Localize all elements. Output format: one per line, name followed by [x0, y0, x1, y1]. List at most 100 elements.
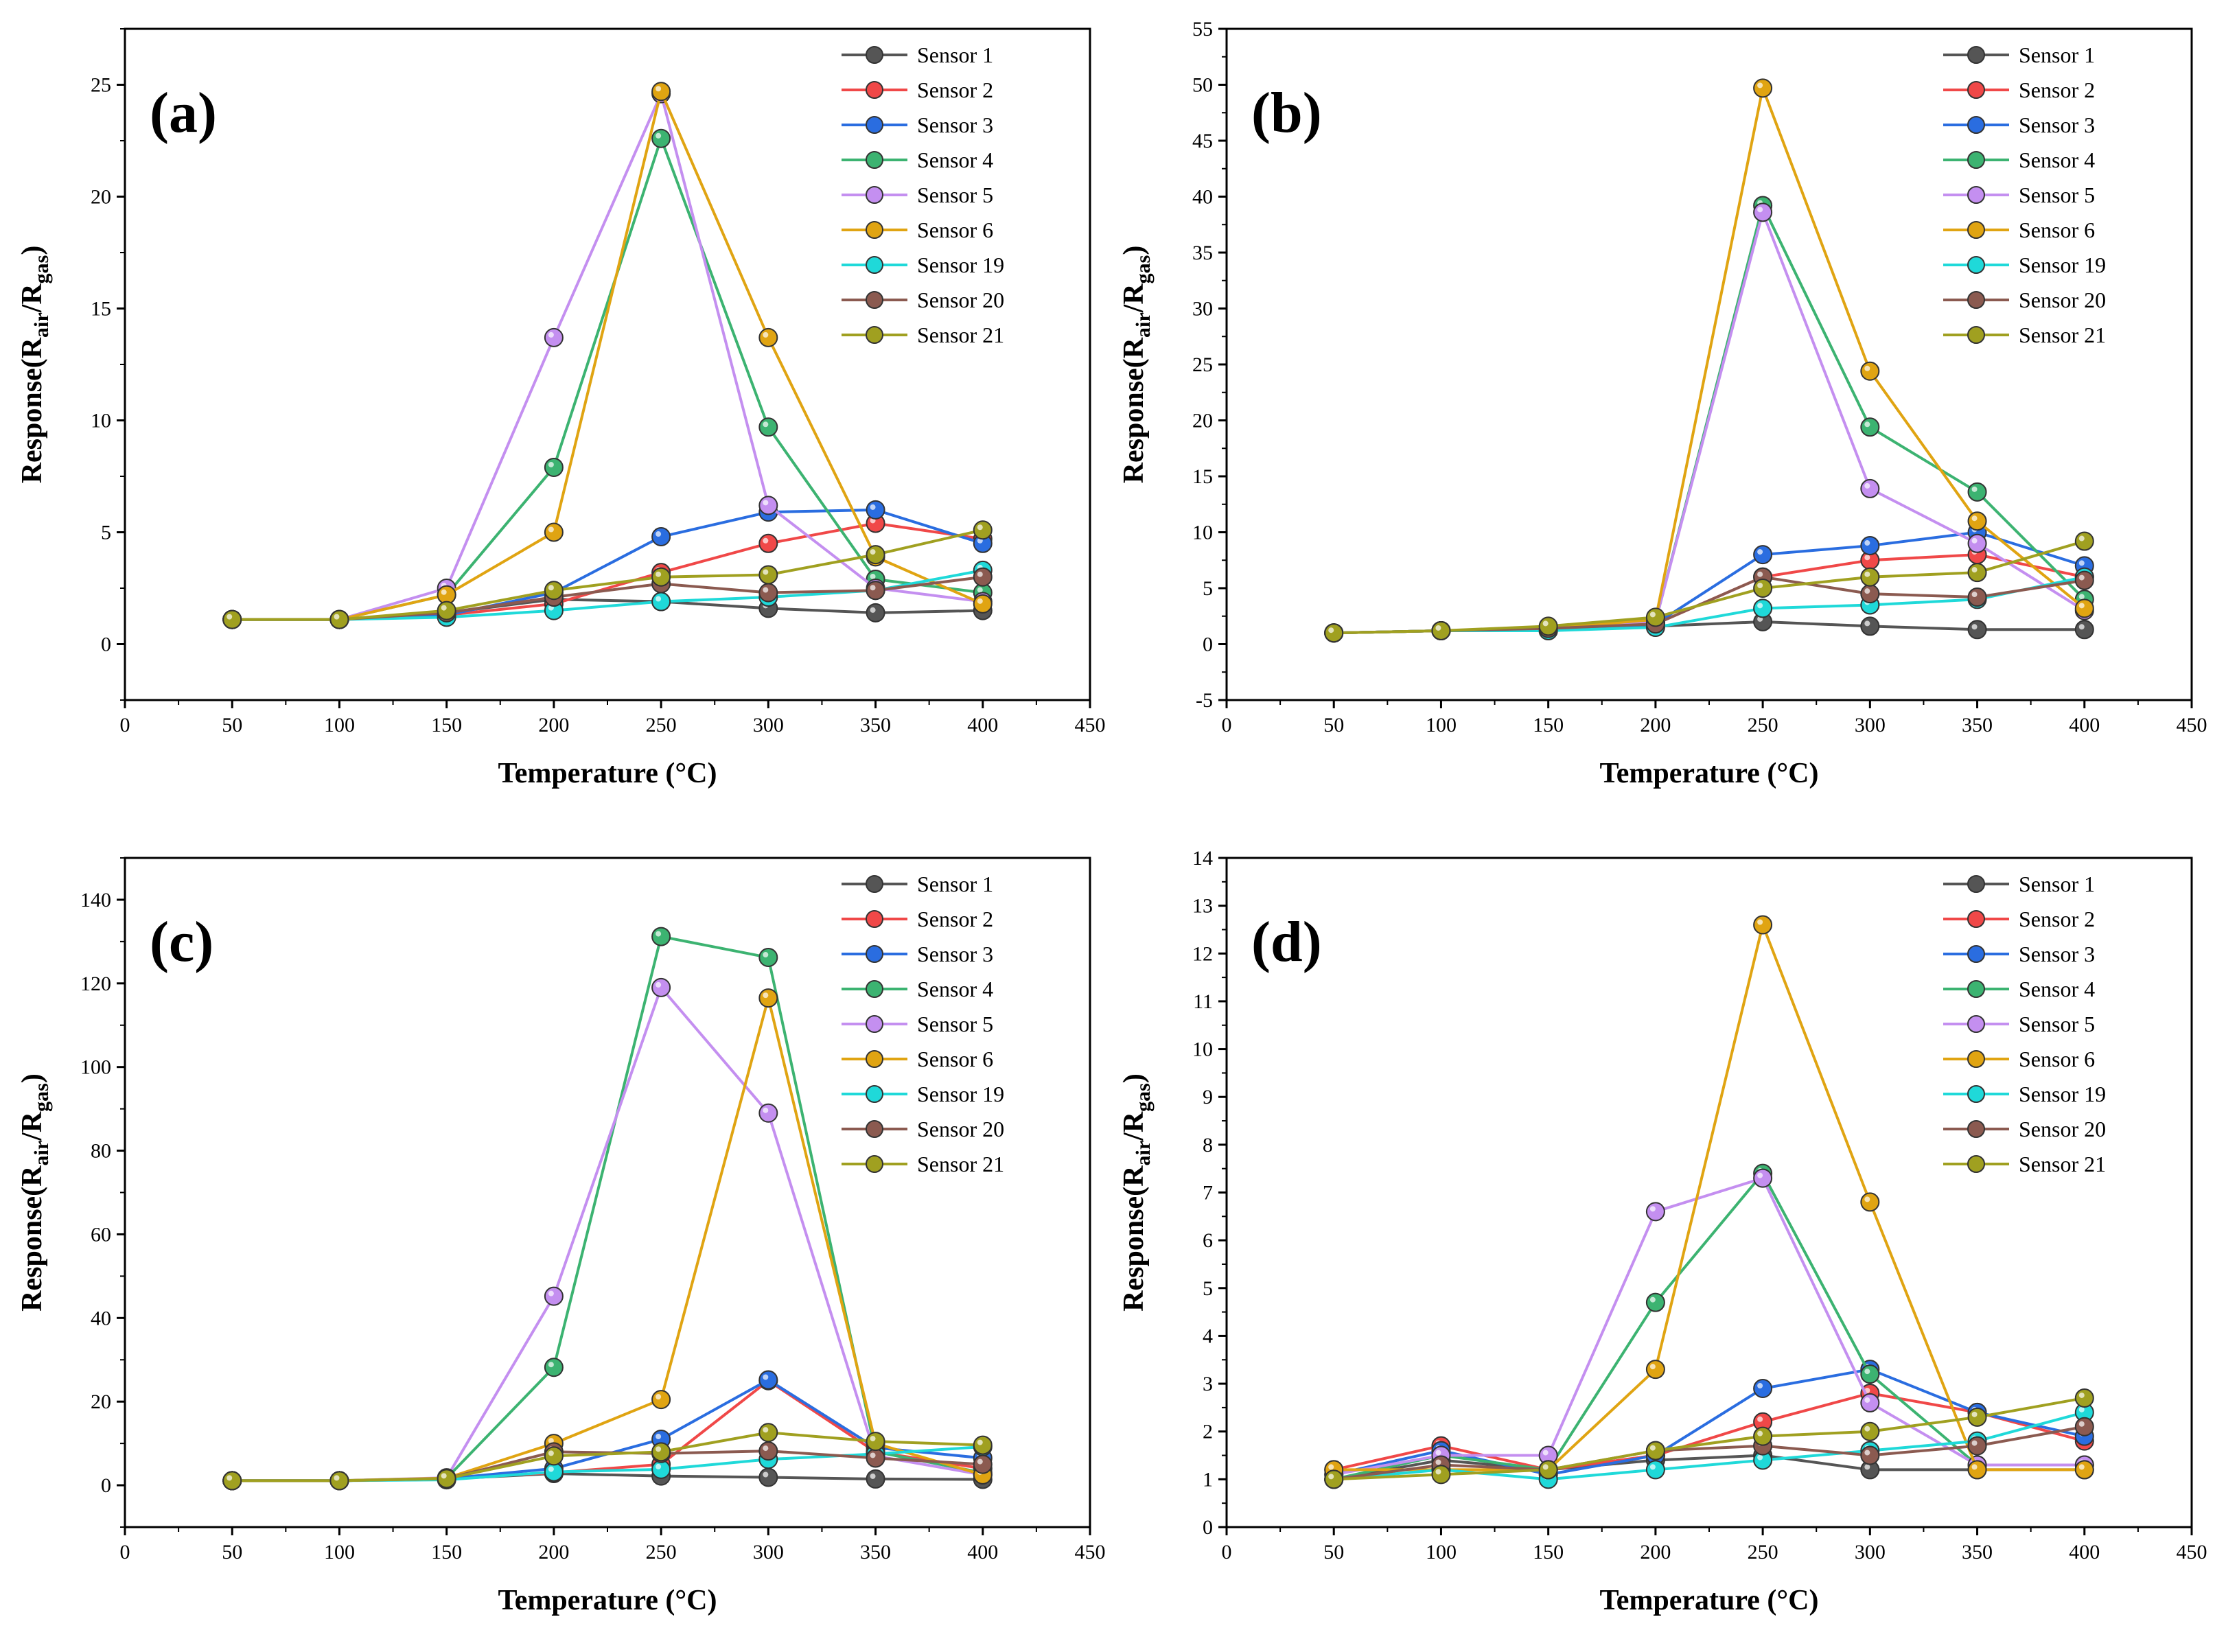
x-tick-label: 400 — [2069, 1541, 2100, 1563]
data-point — [2074, 1417, 2094, 1436]
data-point — [544, 1358, 564, 1377]
x-tick-label: 200 — [1640, 1541, 1671, 1563]
legend-label: Sensor 1 — [917, 43, 993, 67]
legend-marker — [1967, 1155, 1985, 1173]
legend-marker — [1967, 1120, 1985, 1138]
legend-label: Sensor 5 — [2019, 183, 2095, 207]
y-tick-label: 10 — [1192, 1038, 1213, 1061]
legend-marker — [866, 1120, 883, 1138]
legend-marker — [866, 151, 883, 169]
data-point — [1645, 1460, 1665, 1480]
data-point — [1431, 620, 1451, 640]
data-point-highlight — [1757, 583, 1763, 588]
y-tick-label: 140 — [80, 889, 111, 911]
legend-marker — [1967, 291, 1985, 309]
data-point — [1645, 1202, 1665, 1222]
data-point — [758, 1423, 778, 1443]
data-point-highlight — [977, 1439, 983, 1445]
data-point — [758, 1467, 778, 1487]
data-point — [1967, 511, 1987, 531]
data-point — [1860, 361, 1880, 381]
data-point — [758, 1441, 778, 1461]
data-point-highlight — [1864, 365, 1870, 371]
data-point-highlight — [1971, 1464, 1978, 1470]
legend-marker — [1967, 980, 1985, 998]
data-point — [1967, 620, 1987, 640]
y-tick-label: 15 — [1192, 465, 1213, 488]
y-axis-title-part: air — [30, 312, 53, 338]
data-point — [973, 594, 993, 614]
y-axis-title-part: /R — [16, 283, 48, 314]
legend-marker — [866, 291, 883, 309]
data-point-highlight — [2078, 1421, 2085, 1427]
data-point-highlight — [763, 1471, 769, 1478]
data-point-highlight — [1971, 537, 1978, 544]
x-tick-label: 450 — [2177, 714, 2207, 736]
y-tick-label: 55 — [1192, 18, 1213, 40]
data-point-highlight — [656, 1394, 662, 1400]
data-point — [2074, 1388, 2094, 1408]
data-point-highlight — [1649, 1464, 1656, 1470]
legend-label: Sensor 20 — [917, 1117, 1004, 1141]
data-point-highlight — [1757, 549, 1763, 555]
data-point-highlight — [548, 1438, 554, 1444]
data-point-highlight — [1435, 1450, 1441, 1456]
data-point-highlight — [1328, 1474, 1334, 1480]
data-point — [1860, 1364, 1880, 1384]
legend-marker — [1967, 256, 1985, 274]
data-point-highlight — [763, 500, 769, 506]
data-point-highlight — [334, 614, 340, 620]
data-point-highlight — [1757, 1430, 1763, 1436]
y-axis-title-part: Response(R — [1118, 1165, 1150, 1312]
data-point — [544, 1286, 564, 1306]
legend-label: Sensor 1 — [2019, 872, 2095, 896]
y-tick-label: 20 — [1192, 410, 1213, 432]
legend-marker — [866, 46, 883, 64]
data-point — [1860, 1421, 1880, 1441]
x-tick-label: 350 — [860, 1541, 891, 1563]
x-tick-label: 0 — [120, 1541, 130, 1563]
legend-label: Sensor 20 — [2019, 288, 2106, 312]
data-point-highlight — [1864, 482, 1870, 489]
data-point-highlight — [548, 1450, 554, 1456]
legend-marker — [1967, 46, 1985, 64]
data-point-highlight — [1435, 1459, 1441, 1465]
data-point — [2074, 598, 2094, 618]
data-point-highlight — [1435, 625, 1441, 631]
y-tick-label: 25 — [91, 74, 111, 97]
data-point-highlight — [1757, 82, 1763, 89]
data-point — [651, 1390, 671, 1410]
legend-marker — [866, 326, 883, 344]
legend-label: Sensor 20 — [2019, 1117, 2106, 1141]
data-point — [1967, 533, 1987, 553]
data-point — [544, 581, 564, 601]
y-axis-title-part: air — [1132, 312, 1155, 338]
x-tick-label: 400 — [2069, 714, 2100, 736]
data-point — [544, 327, 564, 347]
data-point-highlight — [763, 569, 769, 575]
data-point — [758, 417, 778, 437]
data-point — [651, 567, 671, 587]
legend-label: Sensor 3 — [917, 113, 993, 137]
data-point — [758, 1370, 778, 1390]
series-line-sensor-5 — [1333, 1176, 2085, 1476]
data-point-highlight — [548, 585, 554, 591]
data-point — [758, 583, 778, 603]
data-point-highlight — [1649, 1296, 1656, 1303]
legend-label: Sensor 19 — [2019, 1082, 2106, 1106]
x-tick-label: 0 — [1222, 714, 1232, 736]
x-tick-label: 450 — [1075, 1541, 1106, 1563]
data-point-highlight — [870, 504, 876, 510]
panel-label: (c) — [150, 910, 213, 974]
data-point — [866, 581, 885, 601]
x-axis-title: Temperature (°C) — [1600, 758, 1819, 789]
y-tick-label: 20 — [91, 186, 111, 209]
x-tick-label: 200 — [538, 1541, 569, 1563]
data-point-highlight — [548, 1466, 554, 1472]
data-point-highlight — [1757, 1454, 1763, 1461]
x-tick-label: 150 — [431, 714, 462, 736]
y-axis-title-part: air — [30, 1141, 53, 1166]
series-line-sensor-21 — [232, 528, 984, 621]
x-tick-label: 100 — [324, 1541, 355, 1563]
y-tick-label: 5 — [1203, 577, 1213, 600]
